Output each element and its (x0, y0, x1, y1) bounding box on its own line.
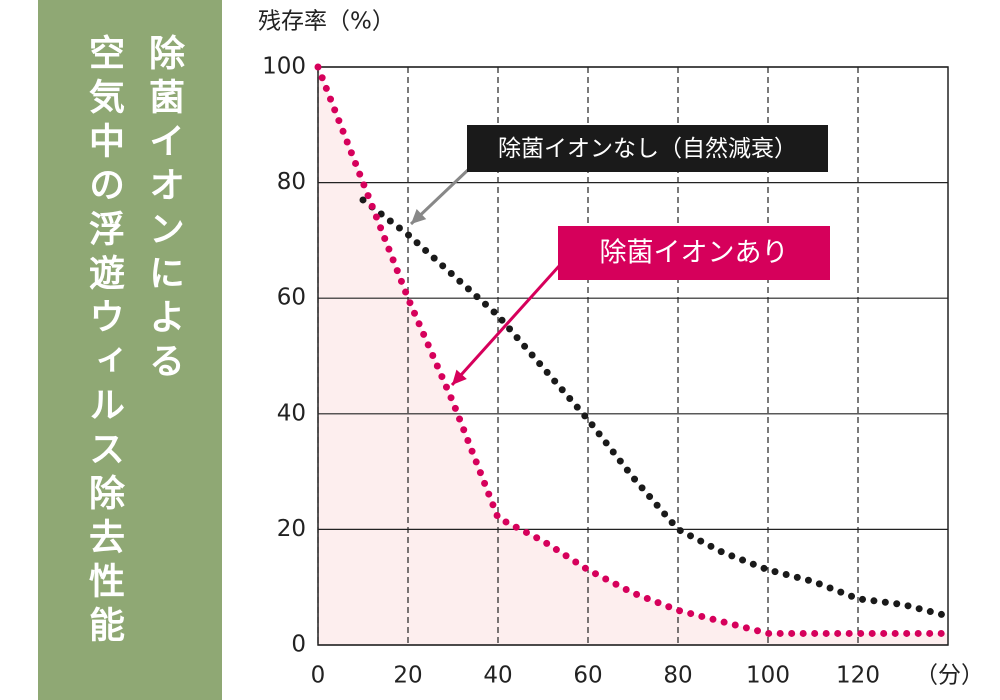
x-tick-label: 100 (746, 663, 790, 689)
panel-title: 空気中の浮遊ウィルス除去性能 (83, 34, 125, 650)
legend-box (558, 226, 830, 280)
y-tick-label: 100 (262, 54, 306, 80)
annotation-arrow (450, 263, 562, 387)
data-line (359, 196, 952, 620)
x-axis-label: （分） (915, 663, 984, 689)
x-tick-label: 80 (663, 663, 692, 689)
y-tick-label: 80 (277, 169, 306, 195)
arrow-head (452, 369, 467, 385)
x-tick-label: 20 (393, 663, 422, 689)
y-axis-label: 残存率（%） (258, 9, 395, 35)
y-tick-label: 20 (277, 516, 306, 542)
y-tick-label: 60 (277, 285, 306, 311)
panel-title: 除菌イオンによる (143, 34, 185, 386)
side-panel: 除菌イオンによる 空気中の浮遊ウィルス除去性能 (38, 0, 222, 700)
x-tick-label: 40 (483, 663, 512, 689)
legend-label: 除菌イオンなし（自然減衰） (498, 136, 797, 162)
area-fill (318, 67, 948, 645)
x-tick-label: 60 (573, 663, 602, 689)
legend-box (467, 125, 828, 172)
plot-frame (317, 66, 949, 646)
arrow-head (411, 209, 427, 224)
legend-label: 除菌イオンあり (600, 238, 789, 269)
y-tick-label: 40 (277, 400, 306, 426)
x-tick-label: 0 (311, 663, 326, 689)
x-tick-label: 120 (836, 663, 880, 689)
data-line (314, 63, 952, 637)
y-tick-label: 0 (291, 632, 306, 658)
